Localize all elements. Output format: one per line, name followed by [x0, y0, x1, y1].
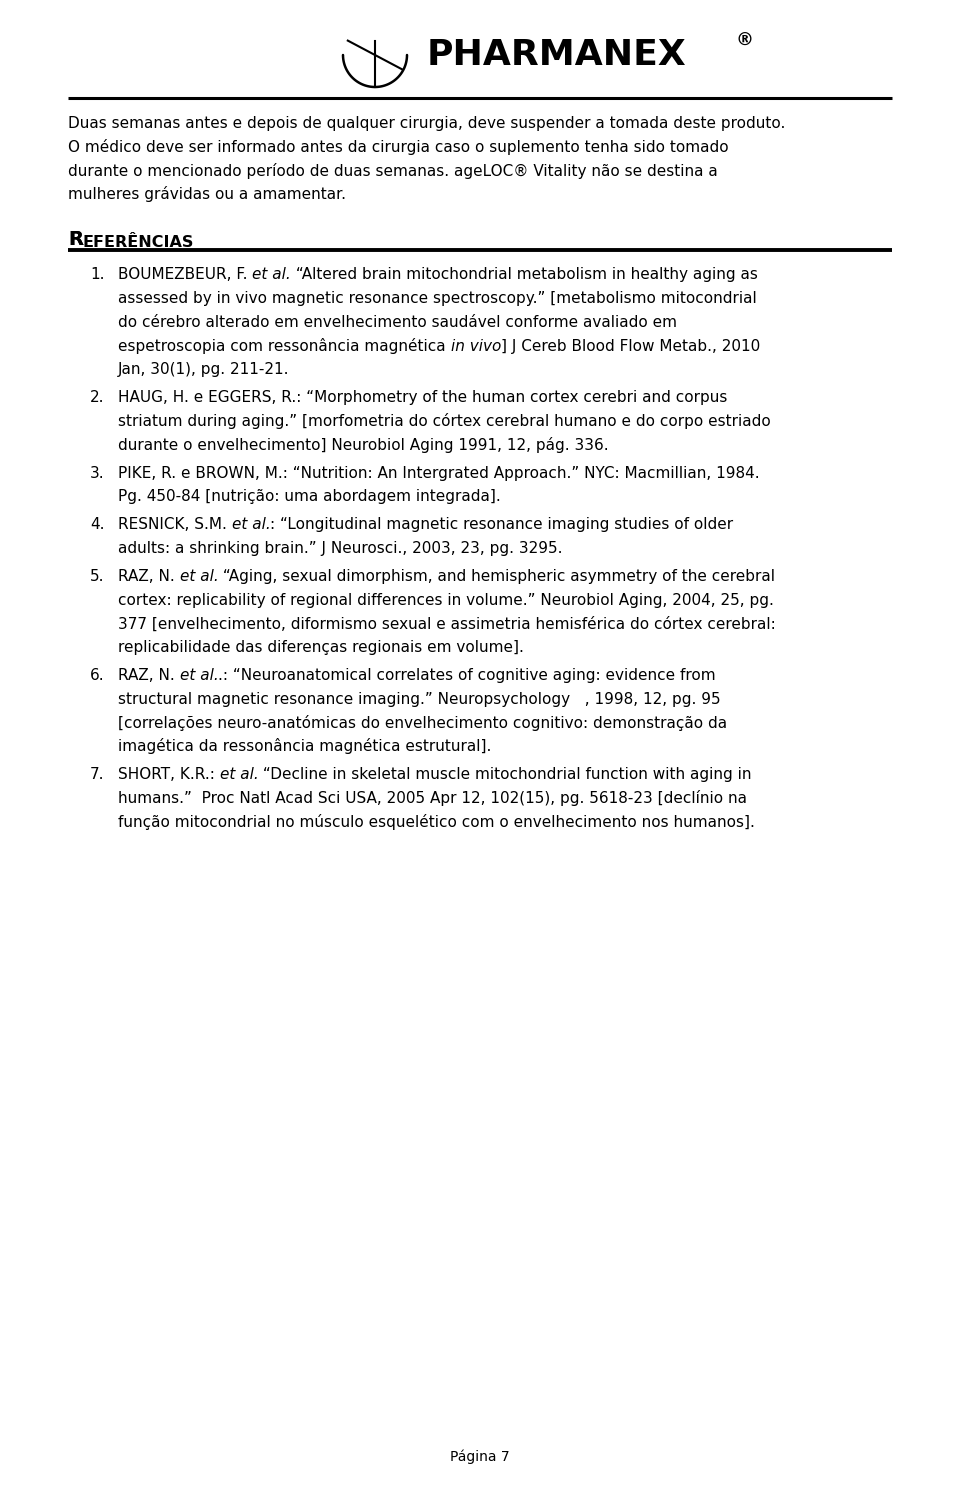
Text: RAZ, N.: RAZ, N.	[118, 669, 180, 684]
Text: replicabilidade das diferenças regionais em volume].: replicabilidade das diferenças regionais…	[118, 640, 524, 655]
Text: O médico deve ser informado antes da cirurgia caso o suplemento tenha sido tomad: O médico deve ser informado antes da cir…	[68, 138, 729, 155]
Text: R: R	[68, 230, 83, 250]
Text: PIKE, R. e BROWN, M.: “Nutrition: An Intergrated Approach.” NYC: Macmillian, 198: PIKE, R. e BROWN, M.: “Nutrition: An Int…	[118, 465, 759, 480]
Text: ®: ®	[735, 33, 753, 51]
Text: Pg. 450-84 [nutrição: uma abordagem integrada].: Pg. 450-84 [nutrição: uma abordagem inte…	[118, 489, 501, 504]
Text: EFERÊNCIAS: EFERÊNCIAS	[83, 235, 194, 250]
Text: structural magnetic resonance imaging.” Neuropsychology   , 1998, 12, pg. 95: structural magnetic resonance imaging.” …	[118, 692, 721, 707]
Text: PHARMANEX: PHARMANEX	[427, 39, 686, 71]
Text: Página 7: Página 7	[450, 1449, 510, 1464]
Text: imagética da ressonância magnética estrutural].: imagética da ressonância magnética estru…	[118, 739, 492, 755]
Text: do cérebro alterado em envelhecimento saudável conforme avaliado em: do cérebro alterado em envelhecimento sa…	[118, 315, 677, 330]
Text: Jan, 30(1), pg. 211-21.: Jan, 30(1), pg. 211-21.	[118, 363, 290, 377]
Text: “Aging, sexual dimorphism, and hemispheric asymmetry of the cerebral: “Aging, sexual dimorphism, and hemispher…	[218, 569, 776, 584]
Text: 1.: 1.	[90, 267, 105, 282]
Text: RESNICK, S.M.: RESNICK, S.M.	[118, 517, 231, 532]
Text: “Altered brain mitochondrial metabolism in healthy aging as: “Altered brain mitochondrial metabolism …	[291, 267, 758, 282]
Text: 7.: 7.	[90, 767, 105, 782]
Text: função mitocondrial no músculo esquelético com o envelhecimento nos humanos].: função mitocondrial no músculo esqueléti…	[118, 814, 755, 829]
Text: humans.”  Proc Natl Acad Sci USA, 2005 Apr 12, 102(15), pg. 5618-23 [declínio na: humans.” Proc Natl Acad Sci USA, 2005 Ap…	[118, 791, 747, 805]
Text: HAUG, H. e EGGERS, R.: “Morphometry of the human cortex cerebri and corpus: HAUG, H. e EGGERS, R.: “Morphometry of t…	[118, 391, 728, 406]
Text: assessed by in vivo magnetic resonance spectroscopy.” [metabolismo mitocondrial: assessed by in vivo magnetic resonance s…	[118, 291, 756, 306]
Text: 5.: 5.	[90, 569, 105, 584]
Text: 3.: 3.	[90, 465, 105, 480]
Text: BOUMEZBEUR, F.: BOUMEZBEUR, F.	[118, 267, 252, 282]
Text: et al.: et al.	[220, 767, 258, 782]
Text: in vivo: in vivo	[450, 339, 501, 354]
Text: 4.: 4.	[90, 517, 105, 532]
Text: striatum during aging.” [morfometria do córtex cerebral humano e do corpo estria: striatum during aging.” [morfometria do …	[118, 413, 771, 429]
Text: 2.: 2.	[90, 391, 105, 406]
Text: .: “Neuroanatomical correlates of cognitive aging: evidence from: .: “Neuroanatomical correlates of cognit…	[218, 669, 716, 684]
Text: : “Longitudinal magnetic resonance imaging studies of older: : “Longitudinal magnetic resonance imagi…	[271, 517, 733, 532]
Text: RAZ, N.: RAZ, N.	[118, 569, 180, 584]
Text: et al.: et al.	[231, 517, 271, 532]
Text: mulheres grávidas ou a amamentar.: mulheres grávidas ou a amamentar.	[68, 186, 346, 202]
Text: cortex: replicability of regional differences in volume.” Neurobiol Aging, 2004,: cortex: replicability of regional differ…	[118, 593, 774, 608]
Text: adults: a shrinking brain.” J Neurosci., 2003, 23, pg. 3295.: adults: a shrinking brain.” J Neurosci.,…	[118, 541, 563, 556]
Text: espetroscopia com ressonância magnética: espetroscopia com ressonância magnética	[118, 337, 450, 354]
Text: et al.: et al.	[180, 569, 218, 584]
Text: et al.: et al.	[180, 669, 218, 684]
Text: ] J Cereb Blood Flow Metab., 2010: ] J Cereb Blood Flow Metab., 2010	[501, 339, 760, 354]
Text: SHORT, K.R.:: SHORT, K.R.:	[118, 767, 220, 782]
Text: durante o envelhecimento] Neurobiol Aging 1991, 12, pág. 336.: durante o envelhecimento] Neurobiol Agin…	[118, 437, 609, 453]
Text: et al.: et al.	[252, 267, 291, 282]
Text: 6.: 6.	[90, 669, 105, 684]
Text: 377 [envelhecimento, diformismo sexual e assimetria hemisférica do córtex cerebr: 377 [envelhecimento, diformismo sexual e…	[118, 617, 776, 632]
Text: durante o mencionado período de duas semanas. ageLOC® Vitality não se destina a: durante o mencionado período de duas sem…	[68, 162, 718, 178]
Text: Duas semanas antes e depois de qualquer cirurgia, deve suspender a tomada deste : Duas semanas antes e depois de qualquer …	[68, 116, 785, 131]
Text: R: R	[68, 230, 83, 250]
Text: [correlações neuro-anatómicas do envelhecimento cognitivo: demonstração da: [correlações neuro-anatómicas do envelhe…	[118, 715, 727, 731]
Text: “Decline in skeletal muscle mitochondrial function with aging in: “Decline in skeletal muscle mitochondria…	[258, 767, 752, 782]
